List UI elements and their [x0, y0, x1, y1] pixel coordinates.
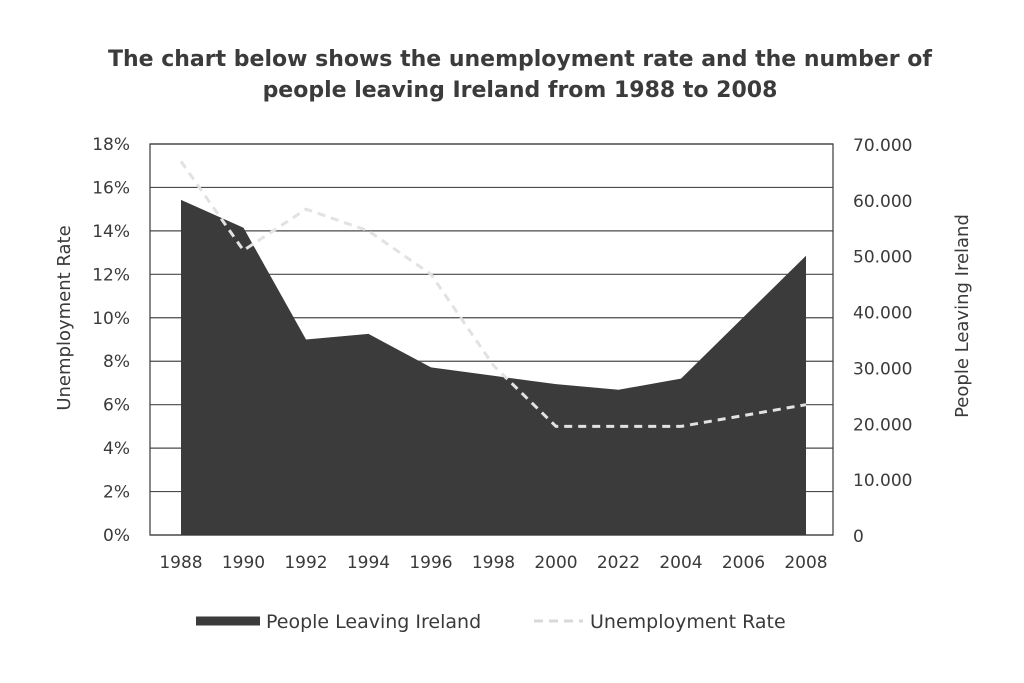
right-tick-label: 0	[853, 527, 864, 547]
legend-label-unemployment: Unemployment Rate	[590, 611, 786, 633]
left-tick-label: 10%	[92, 309, 130, 329]
left-tick-label: 12%	[92, 265, 130, 285]
x-tick-label: 2022	[597, 553, 640, 573]
right-tick-label: 70.000	[853, 136, 912, 156]
plot-border	[149, 143, 834, 536]
right-tick-label: 40.000	[853, 304, 912, 324]
right-tick-label: 10.000	[853, 471, 912, 491]
plot-frame	[149, 143, 834, 536]
area-series-layer	[180, 199, 807, 535]
y-left-axis-title: Unemployment Rate	[54, 225, 75, 410]
left-tick-label: 16%	[92, 178, 130, 198]
legend: People Leaving Ireland Unemployment Rate	[196, 611, 786, 633]
x-tick-label: 1996	[409, 553, 452, 573]
left-tick-label: 0%	[103, 526, 130, 546]
x-tick-label: 1988	[159, 553, 202, 573]
x-tick-label: 2006	[722, 553, 765, 573]
left-tick-label: 2%	[103, 483, 130, 503]
line-series-layer	[179, 160, 807, 428]
area-people-leaving-ireland	[181, 199, 806, 535]
left-axis-tick-labels: 0% 2% 4% 6% 8% 10% 12% 14% 16% 18%	[92, 135, 130, 546]
x-tick-label: 1998	[472, 553, 515, 573]
x-tick-label: 1990	[222, 553, 265, 573]
left-tick-label: 6%	[103, 396, 130, 416]
chart-title-line-1: The chart below shows the unemployment r…	[108, 47, 932, 72]
x-tick-label: 1992	[284, 553, 327, 573]
right-tick-label: 50.000	[853, 248, 912, 268]
chart-title: The chart below shows the unemployment r…	[108, 47, 932, 103]
x-tick-label: 2000	[534, 553, 577, 573]
x-tick-label: 1994	[347, 553, 390, 573]
left-tick-label: 4%	[103, 439, 130, 459]
right-tick-label: 20.000	[853, 415, 912, 435]
left-tick-label: 18%	[92, 135, 130, 155]
left-tick-label: 8%	[103, 352, 130, 372]
y-right-axis-title: People Leaving Ireland	[952, 214, 973, 418]
left-tick-label: 14%	[92, 222, 130, 242]
x-tick-label: 2008	[784, 553, 827, 573]
x-tick-label: 2004	[659, 553, 702, 573]
right-tick-label: 60.000	[853, 192, 912, 212]
right-tick-label: 30.000	[853, 359, 912, 379]
legend-label-people-leaving: People Leaving Ireland	[266, 611, 481, 633]
chart-title-line-2: people leaving Ireland from 1988 to 2008	[263, 78, 778, 103]
right-axis-tick-labels: 0 10.000 20.000 30.000 40.000 50.000 60.000 70.…	[853, 136, 912, 547]
x-axis-tick-labels: 1988 1990 1992 1994 1996 1998 2000 2022 2004 2006…	[159, 553, 827, 573]
